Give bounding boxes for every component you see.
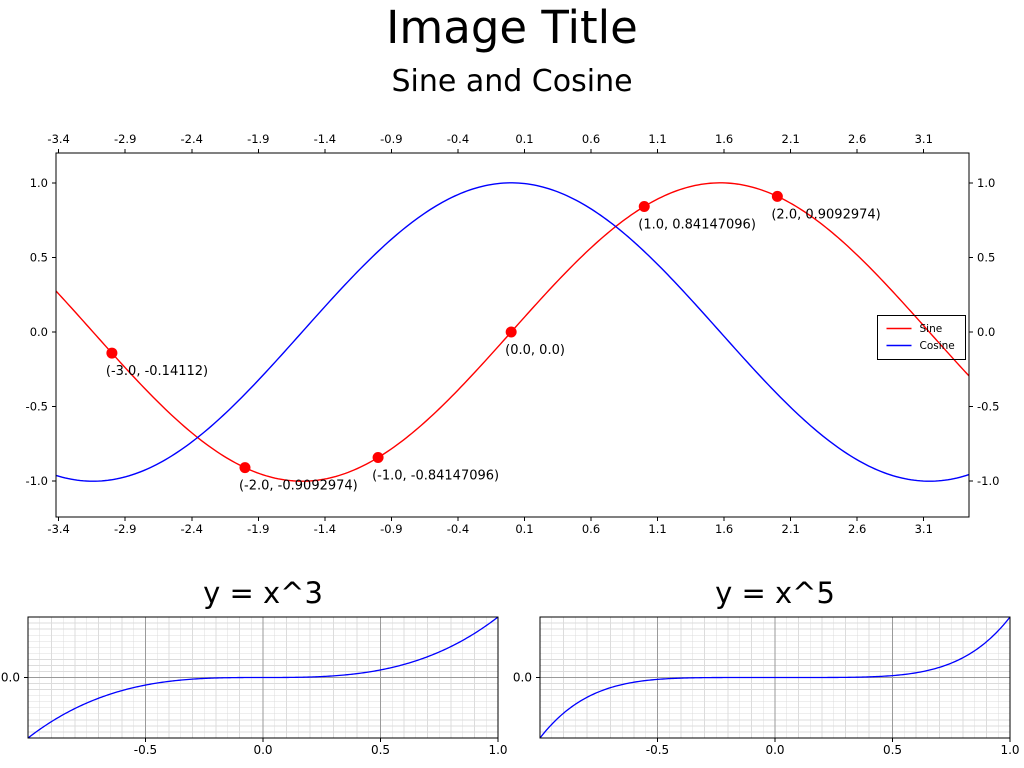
y-tick-label: 0.0: [30, 325, 48, 339]
x-tick-label: 1.6: [715, 522, 733, 536]
x-tick-label: 0.5: [371, 743, 390, 757]
x-tick-label: 1.0: [488, 743, 507, 757]
data-point-marker: [372, 452, 384, 464]
y-tick-label: 0.0: [977, 325, 995, 339]
data-point-marker: [638, 200, 650, 212]
x-tick-label: 0.1: [515, 132, 533, 146]
x-tick-label: 1.0: [1000, 743, 1019, 757]
data-point-marker: [771, 190, 783, 202]
x-tick-label: 1.6: [715, 132, 733, 146]
y-tick-label: 1.0: [30, 176, 48, 190]
legend-label: Cosine: [920, 340, 955, 352]
x-tick-label: -0.9: [380, 522, 402, 536]
point-annotation: (0.0, 0.0): [505, 343, 565, 358]
x-tick-label: 0.6: [582, 132, 600, 146]
y-x-3-curve: [27, 616, 499, 739]
x-tick-label: -2.9: [114, 132, 136, 146]
y-tick-label: -1.0: [26, 474, 48, 488]
x-tick-label: 0.5: [883, 743, 902, 757]
y-tick-label: 0.5: [30, 250, 48, 264]
y-tick-label: 0.5: [977, 250, 995, 264]
x-tick-label: 2.6: [848, 522, 866, 536]
x-cubed-chart: -0.5 0.0 0.5 1.0 0.0: [1, 616, 508, 757]
x-tick-label: -3.4: [47, 522, 69, 536]
x-tick-label: -0.5: [134, 743, 157, 757]
x-tick-label: -1.9: [247, 522, 269, 536]
y-x-5-curve: [539, 616, 1011, 739]
y-tick-label: -1.0: [977, 474, 999, 488]
data-point-marker: [505, 326, 517, 338]
x-tick-label: 1.1: [648, 132, 666, 146]
legend-box: [877, 315, 966, 360]
x-tick-label: 2.1: [782, 522, 800, 536]
x-fifth-chart: -0.5 0.0 0.5 1.0 0.0: [513, 616, 1020, 757]
y-tick-label: -0.5: [26, 400, 48, 414]
x-tick-label: 0.0: [765, 743, 784, 757]
axes-spines: [55, 152, 970, 518]
x-tick-label: -0.9: [380, 132, 402, 146]
figure-title: Image Title: [386, 1, 638, 54]
point-annotation: (-3.0, -0.14112): [106, 364, 208, 379]
x-tick-label: -2.9: [114, 522, 136, 536]
x-tick-label: 2.1: [782, 132, 800, 146]
x-tick-label: -0.4: [447, 132, 469, 146]
y-tick-label: -0.5: [977, 400, 999, 414]
x-tick-label: -2.4: [181, 522, 203, 536]
x-tick-label: 3.1: [915, 522, 933, 536]
point-annotation: (2.0, 0.9092974): [771, 207, 880, 222]
point-annotation: (-1.0, -0.84147096): [372, 469, 499, 484]
x-tick-label: -1.4: [314, 132, 336, 146]
x-tick-label: -0.5: [646, 743, 669, 757]
x-tick-label: 0.1: [515, 522, 533, 536]
point-annotation: (1.0, 0.84147096): [638, 217, 756, 232]
subplot-title-x-cubed: y = x^3: [203, 576, 323, 610]
legend-label: Sine: [920, 323, 943, 335]
data-point-marker: [106, 347, 118, 359]
x-tick-label: 0.0: [253, 743, 272, 757]
y-tick-label: 1.0: [977, 176, 995, 190]
y-tick-label: 0.0: [513, 671, 532, 685]
y-tick-label: 0.0: [1, 671, 20, 685]
x-tick-label: -1.4: [314, 522, 336, 536]
x-tick-label: -3.4: [47, 132, 69, 146]
x-tick-label: 1.1: [648, 522, 666, 536]
x-tick-label: -1.9: [247, 132, 269, 146]
point-annotation: (-2.0, -0.9092974): [239, 479, 358, 494]
x-tick-label: 3.1: [915, 132, 933, 146]
x-tick-label: -2.4: [181, 132, 203, 146]
x-tick-label: 2.6: [848, 132, 866, 146]
x-tick-label: 0.6: [582, 522, 600, 536]
cosine-curve: [55, 182, 970, 482]
data-point-marker: [239, 462, 251, 474]
main-chart-title: Sine and Cosine: [391, 64, 633, 99]
x-tick-label: -0.4: [447, 522, 469, 536]
sine-cosine-chart: -3.4 -3.4 -2.9 -2.9 -2.4 -2.4 -1.9 -1.9 -1.4 -1.4…: [26, 132, 1000, 536]
subplot-title-x-fifth: y = x^5: [715, 576, 835, 610]
